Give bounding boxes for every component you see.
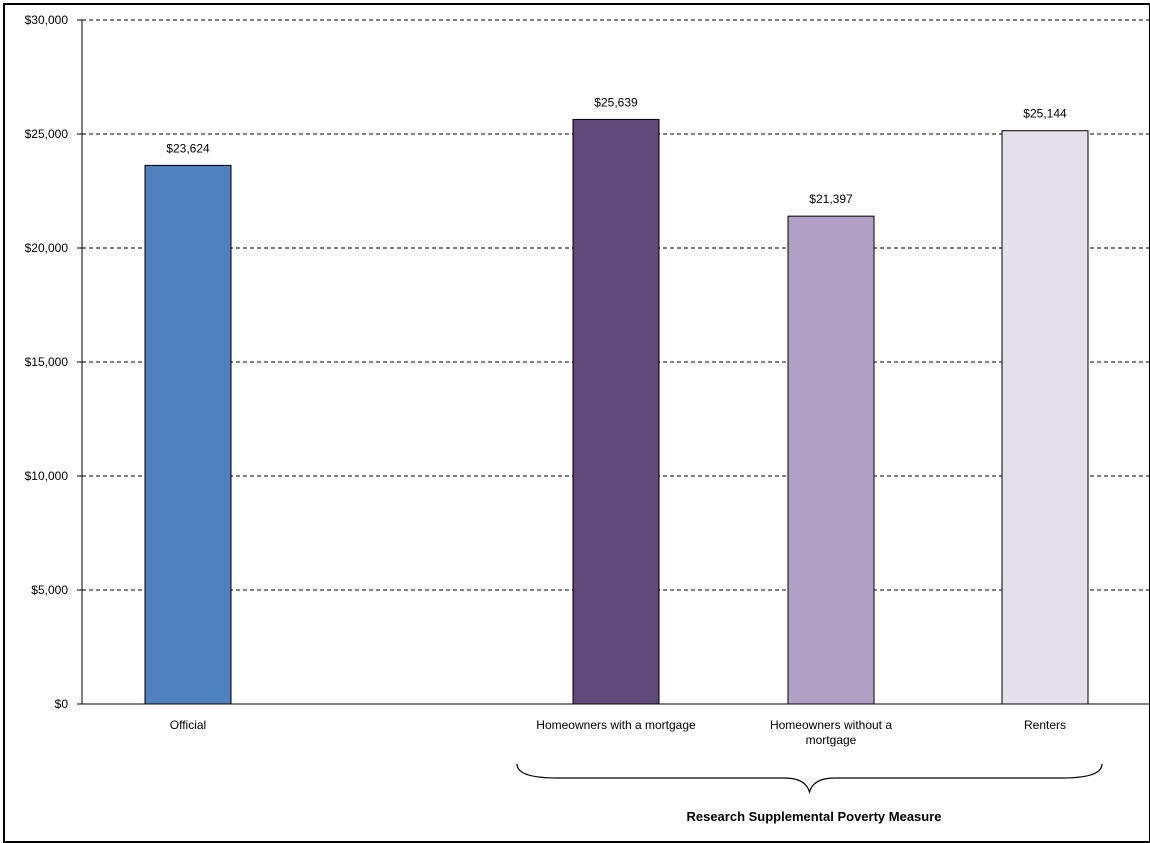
labels: $0 $5,000 $10,000 $15,000 $20,000 $25,000 $30,…	[25, 13, 1067, 747]
x-tick-label: Renters	[1024, 718, 1066, 732]
y-tick-label: $20,000	[25, 241, 69, 255]
y-tick-label: $25,000	[25, 127, 69, 141]
x-tick-label: Homeowners with a mortgage	[536, 718, 696, 732]
y-tick-label: $15,000	[25, 355, 69, 369]
group-brace	[516, 763, 1103, 795]
y-tick-label: $30,000	[25, 13, 69, 27]
group-annotation: Research Supplemental Poverty Measure	[516, 763, 1103, 824]
y-tick-label: $10,000	[25, 469, 69, 483]
bar	[787, 215, 875, 705]
data-label: $25,639	[594, 95, 638, 109]
group-label: Research Supplemental Poverty Measure	[686, 809, 941, 824]
y-tick-label: $0	[55, 697, 69, 711]
data-label: $25,144	[1023, 107, 1067, 121]
bars	[144, 118, 1089, 705]
bar	[144, 164, 232, 705]
bar	[572, 118, 660, 705]
bar	[1001, 130, 1089, 705]
data-label: $23,624	[166, 141, 210, 155]
x-tick-label: Homeowners without a mortgage	[770, 718, 892, 747]
data-label: $21,397	[809, 192, 853, 206]
y-tick-label: $5,000	[31, 583, 68, 597]
x-tick-label: Official	[170, 718, 206, 732]
